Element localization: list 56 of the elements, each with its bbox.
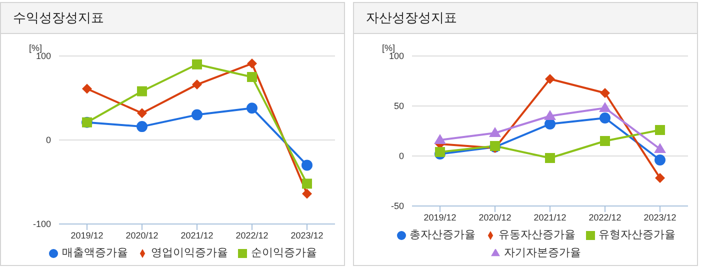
y-tick-label: 0 <box>46 135 51 146</box>
y-tick-label: 100 <box>388 51 404 62</box>
point <box>544 110 556 120</box>
point <box>545 153 555 163</box>
point <box>302 160 312 171</box>
point <box>600 112 610 124</box>
point <box>655 125 665 135</box>
y-tick-label: 50 <box>394 101 404 112</box>
point <box>136 121 148 132</box>
point <box>247 72 257 82</box>
point <box>137 108 147 118</box>
chart-title: 자산성장성지표 <box>354 3 697 34</box>
point <box>600 136 610 146</box>
legend-label: 총자산증가율 <box>410 229 476 241</box>
x-tick-label: 2020/12 <box>478 212 512 222</box>
y-tick-label: -100 <box>32 219 51 230</box>
x-tick-label: 2020/12 <box>126 230 158 240</box>
x-tick-label: 2019/12 <box>424 212 456 222</box>
point <box>544 118 556 130</box>
y-tick-label: 0 <box>398 151 404 162</box>
point <box>545 74 555 84</box>
y-tick-label: -50 <box>390 201 404 212</box>
legend-label: 유동자산증가율 <box>498 229 576 241</box>
point <box>655 173 665 183</box>
y-axis-title: [%] <box>382 43 396 53</box>
x-tick-label: 2021/12 <box>180 230 214 240</box>
point <box>247 58 257 69</box>
point <box>302 178 312 189</box>
legend-label: 순이익증가율 <box>251 247 317 259</box>
x-tick-label: 2021/12 <box>534 212 566 222</box>
x-tick-label: 2023/12 <box>290 230 324 240</box>
chart-title: 수익성장성지표 <box>1 3 344 34</box>
y-axis-title: [%] <box>29 43 42 53</box>
legend-label: 매출액증가율 <box>62 247 128 259</box>
point <box>192 59 202 70</box>
point <box>82 84 92 94</box>
y-tick-label: 100 <box>36 51 51 62</box>
legend-label: 유형자산증가율 <box>598 229 676 241</box>
point <box>434 134 446 144</box>
legend-label: 영업이익증가율 <box>151 247 228 259</box>
point <box>654 154 666 166</box>
legend-label: 자기자본증가율 <box>504 247 581 259</box>
x-tick-label: 2022/12 <box>236 230 268 240</box>
point <box>192 109 202 120</box>
x-tick-label: 2023/12 <box>644 212 676 222</box>
point <box>654 143 666 153</box>
point <box>435 147 445 157</box>
point <box>599 102 611 112</box>
point <box>246 102 258 114</box>
point <box>302 188 312 199</box>
point <box>137 86 147 96</box>
x-tick-label: 2022/12 <box>588 212 622 222</box>
point <box>600 88 610 98</box>
x-tick-label: 2019/12 <box>70 230 104 240</box>
point <box>489 127 501 137</box>
point <box>192 80 202 90</box>
